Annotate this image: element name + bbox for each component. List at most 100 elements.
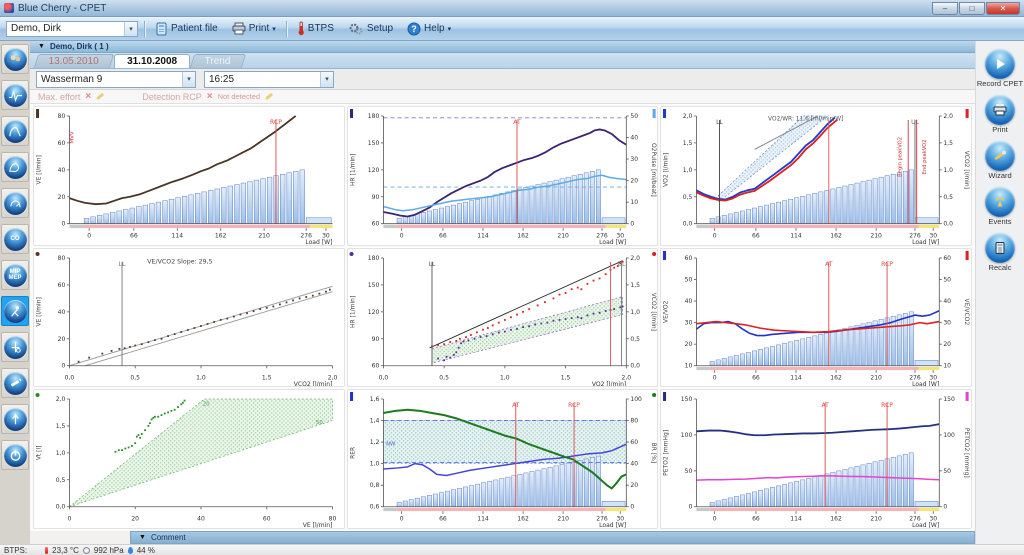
wizard-wrench-icon [985, 141, 1015, 171]
chart-hr-vco2-vs-vo2[interactable]: LL UL 60 90 120 150 180 0,0 0,5 1,0 1,5 2,0 0,0 0,5 1,… [346, 247, 659, 388]
setup-button[interactable]: Setup [344, 21, 397, 37]
svg-text:60: 60 [58, 282, 66, 289]
svg-text:114: 114 [477, 516, 489, 523]
svg-text:114: 114 [791, 233, 803, 240]
chart-hr-o2pulse-load[interactable]: AT 60 90 120 150 180 0 10 20 30 40 50 0 66 114 162 210 27… [346, 106, 659, 246]
wizard-button[interactable]: Wizard [985, 141, 1015, 180]
edit-pencil-icon[interactable] [96, 92, 105, 101]
svg-text:40: 40 [944, 298, 952, 305]
sidebar-item-co-diffusion[interactable]: CO [1, 224, 29, 254]
sidebar-item-ergometry[interactable] [1, 332, 29, 362]
svg-text:UL: UL [911, 119, 919, 126]
sidebar-item-patients[interactable] [1, 44, 29, 74]
svg-text:RCP: RCP [881, 261, 893, 268]
combo-arrow-icon[interactable]: ▾ [320, 71, 333, 87]
sidebar-item-syringe[interactable] [1, 368, 29, 398]
time-combo[interactable]: 16:25 ▾ [204, 70, 334, 88]
patient-file-button[interactable]: Patient file [151, 21, 222, 37]
svg-text:60: 60 [58, 140, 66, 147]
svg-text:30: 30 [616, 516, 624, 523]
help-dropdown-icon[interactable]: ▾ [447, 25, 452, 33]
combo-arrow-icon[interactable]: ▾ [182, 71, 195, 87]
right-sidebar: Record CPET Print Wizard Events Recalc [975, 41, 1024, 544]
svg-text:30: 30 [322, 233, 330, 240]
svg-text:60: 60 [944, 255, 952, 262]
chart-vo2-vco2-load[interactable]: LL UL 0,0 0,5 1,0 1,5 2,0 0,0 0,5 1,0 1,5 2,0 0 66 114… [660, 106, 972, 246]
tab-trend[interactable]: Trend [189, 54, 247, 68]
collapse-triangle-icon[interactable]: ▼ [139, 534, 146, 541]
help-button[interactable]: ? Help ▾ [403, 21, 455, 37]
svg-text:AT: AT [825, 261, 833, 268]
session-tabs: 13.05.2010 31.10.2008 Trend [30, 53, 975, 69]
print-sidebar-button[interactable]: Print [985, 95, 1015, 134]
mip-mep-icon: MIP MEP [3, 263, 27, 287]
svg-text:20: 20 [685, 341, 693, 348]
chart-svg[interactable]: LL UL 60 90 120 150 180 0,0 0,5 1,0 1,5 2,0 0,0 0,5 1,… [348, 249, 658, 387]
layout-combo[interactable]: Wasserman 9 ▾ [36, 70, 196, 88]
sidebar-item-provocation[interactable] [1, 188, 29, 218]
sidebar-item-spirometry[interactable] [1, 80, 29, 110]
record-cpet-button[interactable]: Record CPET [977, 49, 1023, 88]
svg-text:276: 276 [596, 233, 608, 240]
svg-text:20: 20 [58, 194, 66, 201]
sidebar-item-flow-volume[interactable] [1, 116, 29, 146]
provocation-icon [3, 191, 27, 215]
patient-combo[interactable]: Demo, Dirk ▾ [6, 20, 138, 37]
tab-31-10-2008[interactable]: 31.10.2008 [114, 54, 191, 68]
maximize-button[interactable]: □ [959, 1, 985, 15]
svg-text:40: 40 [58, 309, 66, 316]
sidebar-item-power[interactable] [1, 440, 29, 470]
sidebar-item-calibration[interactable] [1, 404, 29, 434]
svg-text:114: 114 [172, 233, 184, 240]
minimize-button[interactable]: – [932, 1, 958, 15]
record-play-icon [984, 49, 1015, 79]
flow-volume-loop-icon [3, 155, 27, 179]
chart-svg[interactable]: AT 60 90 120 150 180 0 10 20 30 40 50 0 66 114 162 210 27… [348, 107, 658, 245]
gear-icon [349, 23, 363, 34]
combo-arrow-icon[interactable]: ▾ [124, 21, 137, 36]
sidebar-item-mip-mep[interactable]: MIP MEP [1, 260, 29, 290]
wasserman-9-grid: RCP 0 20 40 60 80 0 66 114 162 210 276 30 Load [W] VE … [30, 104, 975, 531]
chart-ve-load[interactable]: RCP 0 20 40 60 80 0 66 114 162 210 276 30 Load [W] VE … [33, 106, 345, 246]
patient-header-bar[interactable]: ▼ Demo, Dirk ( 1 ) [30, 41, 975, 53]
svg-text:1,4: 1,4 [369, 418, 379, 425]
chart-ve-vco2-slope[interactable]: LL 0 20 40 60 80 0,0 0,5 1,0 1,5 2,0 VCO2 [l/min] VE… [33, 247, 345, 388]
recalc-button[interactable]: Recalc [985, 233, 1015, 272]
svg-text:210: 210 [871, 374, 883, 381]
collapse-triangle-icon[interactable]: ▼ [38, 43, 45, 50]
comment-collapse-bar[interactable]: ▼ Comment [130, 531, 975, 544]
svg-text:1,5: 1,5 [683, 140, 693, 147]
svg-text:20: 20 [944, 341, 952, 348]
chart-svg[interactable]: AT RCP 0,6 0,8 1,0 1,2 1,4 1,6 0 20 40 60 80 100 0 66 11… [348, 390, 658, 528]
chart-svg[interactable]: AT RCP 0 50 100 150 0 50 100 150 0 66 114 162 210 276 30… [661, 390, 971, 528]
sidebar-item-flow-volume-loop[interactable] [1, 152, 29, 182]
chart-svg[interactable]: AT RCP 10 20 30 40 50 60 10 20 30 40 50 60 0 66 114 162 21… [661, 249, 971, 387]
chart-eqo2-eqco2-load[interactable]: AT RCP 10 20 30 40 50 60 10 20 30 40 50 60 0 66 114 162 21… [660, 247, 972, 388]
svg-text:2,0: 2,0 [630, 255, 640, 262]
svg-text:1,0: 1,0 [369, 461, 379, 468]
svg-text:VE [l/min]: VE [l/min] [303, 522, 333, 528]
chart-rer-br-load[interactable]: AT RCP 0,6 0,8 1,0 1,2 1,4 1,6 0 20 40 60 80 100 0 66 11… [346, 389, 659, 529]
svg-text:0: 0 [62, 221, 66, 228]
edit-pencil-icon[interactable] [265, 92, 273, 101]
status-bar: BTPS: 23,3 °C 992 hPa 44 % [0, 544, 1024, 555]
chart-svg[interactable]: LL UL 0,0 0,5 1,0 1,5 2,0 0,0 0,5 1,0 1,5 2,0 0 66 114… [661, 107, 971, 245]
svg-text:VCO2 [l/min]: VCO2 [l/min] [294, 381, 333, 387]
svg-text:60: 60 [263, 516, 271, 523]
print-button[interactable]: Print ▾ [228, 21, 280, 36]
close-button[interactable]: ✕ [986, 1, 1020, 15]
tab-13-05-2010[interactable]: 13.05.2010 [33, 54, 115, 68]
print-dropdown-icon[interactable]: ▾ [272, 25, 276, 33]
btps-button[interactable]: BTPS [293, 20, 338, 37]
sidebar-item-cpet-selected[interactable] [1, 296, 29, 326]
events-button[interactable]: Events [985, 187, 1015, 226]
svg-text:AT: AT [822, 402, 830, 409]
svg-text:60: 60 [371, 221, 379, 228]
svg-text:VO2/WR: 11,6 [ml/min/W]: VO2/WR: 11,6 [ml/min/W] [768, 116, 843, 122]
chart-peto2-petco2-load[interactable]: AT RCP 0 50 100 150 0 50 100 150 0 66 114 162 210 276 30… [660, 389, 972, 529]
comment-spacer [30, 531, 130, 544]
chart-vt-ve[interactable]: 0,0 0,5 1,0 1,5 2,0 0 20 40 60 80 VE [l/min] Vt [l]… [33, 389, 345, 529]
